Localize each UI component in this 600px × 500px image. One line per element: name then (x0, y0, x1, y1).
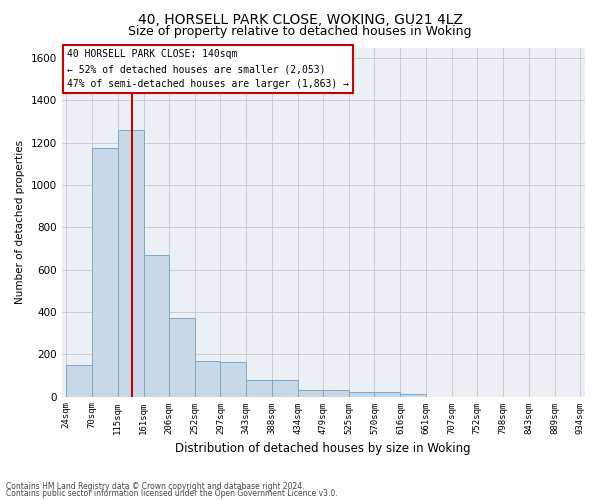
Text: Contains HM Land Registry data © Crown copyright and database right 2024.: Contains HM Land Registry data © Crown c… (6, 482, 305, 491)
Text: 40 HORSELL PARK CLOSE: 140sqm
← 52% of detached houses are smaller (2,053)
47% o: 40 HORSELL PARK CLOSE: 140sqm ← 52% of d… (67, 49, 349, 89)
Bar (374, 392, 400, 396)
Bar (92, 148, 118, 396)
Y-axis label: Number of detached properties: Number of detached properties (15, 140, 25, 304)
Bar (220, 362, 247, 396)
Text: Size of property relative to detached houses in Woking: Size of property relative to detached ho… (128, 25, 472, 38)
Bar (247, 380, 272, 396)
Bar (272, 380, 298, 396)
Bar (323, 390, 349, 396)
Bar (66, 365, 92, 396)
Bar (400, 394, 426, 396)
X-axis label: Distribution of detached houses by size in Woking: Distribution of detached houses by size … (175, 442, 471, 455)
Bar (169, 318, 195, 396)
Bar (298, 390, 323, 396)
Bar (143, 255, 169, 396)
Bar (118, 130, 143, 396)
Bar (349, 392, 374, 396)
Text: Contains public sector information licensed under the Open Government Licence v3: Contains public sector information licen… (6, 490, 338, 498)
Text: 40, HORSELL PARK CLOSE, WOKING, GU21 4LZ: 40, HORSELL PARK CLOSE, WOKING, GU21 4LZ (137, 12, 463, 26)
Bar (195, 360, 220, 396)
